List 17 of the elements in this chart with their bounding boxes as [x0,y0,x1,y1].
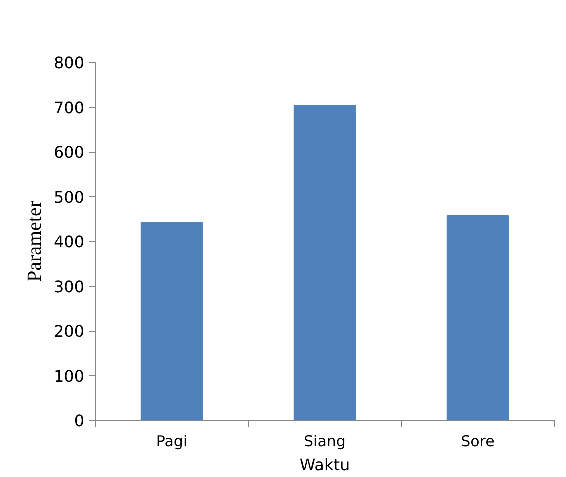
y-tick-label: 700 [54,98,85,118]
x-tick-label: Pagi [156,432,188,450]
bar [294,104,356,420]
y-tick-label: 200 [54,322,85,341]
bar [140,222,204,420]
y-tick-label: 400 [54,232,85,252]
y-tick-label: 600 [54,143,85,162]
x-tick-label: Siang [304,432,346,450]
y-tick-label: 800 [54,54,85,72]
y-tick-label: 500 [54,188,85,207]
y-tick-label: 0 [74,412,85,430]
x-tick-label: Sore [461,432,495,450]
y-axis-title: Parameter [24,200,46,282]
bar [446,215,510,420]
x-axis-title: Waktu [300,456,350,474]
y-tick-label: 300 [54,277,85,296]
y-tick-label: 100 [54,366,85,386]
